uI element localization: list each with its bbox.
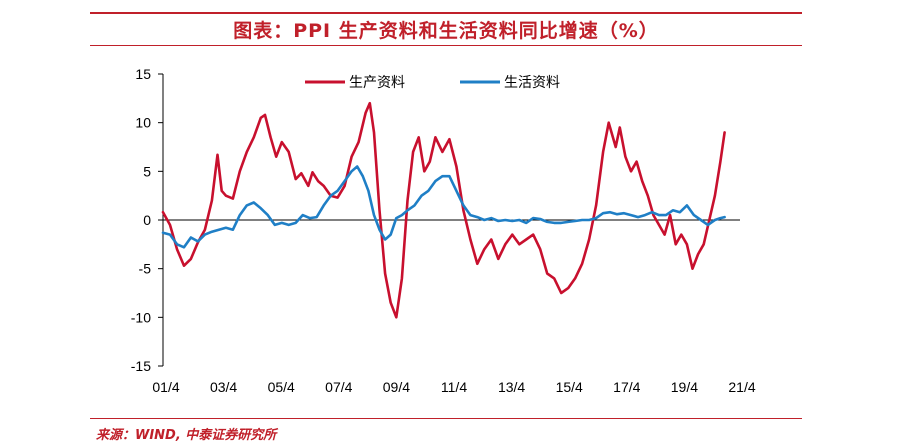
series-line-2 <box>161 165 726 249</box>
series-layer <box>161 101 726 319</box>
x-tick-label: 21/4 <box>728 379 755 395</box>
x-tick-label: 01/4 <box>152 379 179 395</box>
y-tick-label: -5 <box>139 261 152 277</box>
chart-title: 图表：PPI 生产资料和生活资料同比增速（%） <box>233 20 659 42</box>
x-tick-label: 07/4 <box>325 379 352 395</box>
x-tick-label: 09/4 <box>383 379 410 395</box>
y-tick-label: 5 <box>143 163 151 179</box>
x-tick-label: 17/4 <box>613 379 640 395</box>
x-tick-label: 11/4 <box>441 379 467 395</box>
legend-label-1: 生产资料 <box>349 74 405 90</box>
source-note: 来源：WIND, 中泰证券研究所 <box>96 428 277 443</box>
legend-label-2: 生活资料 <box>504 74 560 90</box>
title-bottom-rule <box>90 45 802 46</box>
y-tick-label: -10 <box>131 309 151 325</box>
x-tick-label: 13/4 <box>498 379 525 395</box>
title-top-rule <box>90 12 802 14</box>
y-tick-label: 15 <box>135 66 151 82</box>
source-rule <box>90 418 802 419</box>
series-line-1 <box>161 101 726 319</box>
x-tick-label: 05/4 <box>268 379 295 395</box>
y-tick-label: -15 <box>131 358 151 374</box>
y-tick-label: 10 <box>135 115 151 131</box>
y-tick-label: 0 <box>143 212 151 228</box>
x-tick-label: 19/4 <box>671 379 698 395</box>
x-tick-label: 15/4 <box>556 379 583 395</box>
chart-legend: 生产资料 生活资料 <box>305 74 560 90</box>
x-tick-label: 03/4 <box>210 379 237 395</box>
